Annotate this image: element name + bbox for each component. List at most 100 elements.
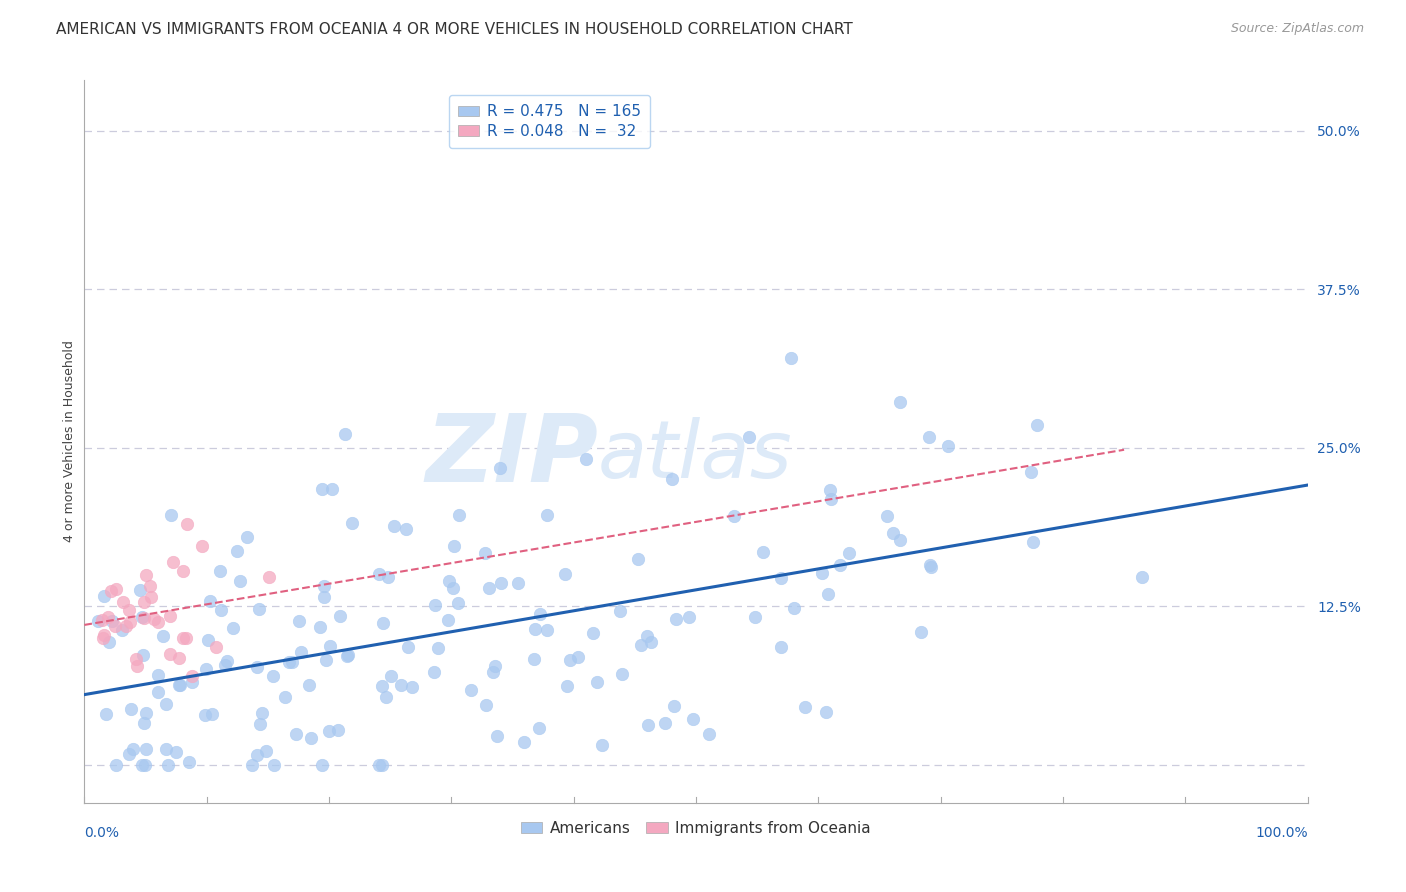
Point [125, 659, 148, 673]
Point [277, 655, 299, 669]
Point [134, 610, 156, 624]
Point [630, 638, 652, 652]
Point [167, 651, 190, 665]
Point [263, 757, 285, 772]
Point [142, 612, 165, 626]
Point [229, 574, 252, 588]
Point [160, 508, 183, 522]
Point [328, 608, 350, 623]
Point [486, 730, 509, 744]
Point [194, 708, 217, 723]
Point [682, 713, 704, 727]
Point [484, 659, 506, 673]
Point [371, 679, 394, 693]
Point [936, 440, 959, 454]
Point [318, 723, 340, 738]
Point [582, 625, 605, 640]
Point [121, 742, 143, 756]
Point [920, 559, 942, 574]
Point [441, 581, 464, 595]
Point [817, 587, 839, 601]
Point [508, 575, 530, 590]
Point [195, 662, 218, 676]
Point [172, 564, 194, 578]
Point [287, 614, 309, 628]
Point [1019, 465, 1042, 479]
Point [118, 747, 141, 761]
Point [536, 508, 558, 523]
Point [91, 613, 114, 627]
Point [512, 735, 534, 749]
Point [131, 757, 153, 772]
Point [889, 395, 911, 409]
Point [575, 452, 598, 467]
Point [446, 596, 468, 610]
Point [159, 647, 181, 661]
Point [118, 615, 141, 630]
Point [205, 640, 228, 654]
Point [437, 574, 460, 588]
Point [820, 483, 842, 497]
Point [167, 678, 190, 692]
Point [828, 558, 851, 573]
Point [1026, 417, 1049, 432]
Point [328, 723, 350, 737]
Point [152, 629, 174, 643]
Point [280, 655, 302, 669]
Point [443, 539, 465, 553]
Point [560, 653, 582, 667]
Point [380, 669, 402, 683]
Point [489, 461, 512, 475]
Point [478, 581, 501, 595]
Point [254, 744, 277, 758]
Point [91, 631, 114, 645]
Point [159, 609, 181, 624]
Point [567, 650, 589, 665]
Point [377, 570, 399, 584]
Point [591, 738, 613, 752]
Point [111, 623, 134, 637]
Point [132, 648, 155, 662]
Point [474, 698, 496, 713]
Point [609, 604, 631, 618]
Point [93, 590, 115, 604]
Point [148, 667, 170, 681]
Point [882, 526, 904, 541]
Point [460, 682, 482, 697]
Point [336, 649, 359, 664]
Point [481, 665, 503, 679]
Point [315, 653, 337, 667]
Point [585, 674, 607, 689]
Point [97, 610, 120, 624]
Point [246, 659, 269, 673]
Point [120, 702, 142, 716]
Point [654, 716, 676, 731]
Point [87, 614, 110, 628]
Point [93, 628, 115, 642]
Point [162, 555, 184, 569]
Point [249, 717, 271, 731]
Point [125, 652, 148, 666]
Point [437, 613, 460, 627]
Point [723, 509, 745, 524]
Point [101, 614, 124, 628]
Point [169, 678, 191, 692]
Point [697, 727, 720, 741]
Point [197, 632, 219, 647]
Point [910, 625, 932, 640]
Point [529, 607, 551, 621]
Point [139, 579, 162, 593]
Point [678, 610, 700, 624]
Point [180, 669, 202, 683]
Point [382, 518, 405, 533]
Point [104, 757, 127, 772]
Point [738, 430, 761, 444]
Point [314, 579, 336, 593]
Point [918, 558, 941, 573]
Point [155, 742, 177, 756]
Point [337, 648, 360, 662]
Point [97, 635, 120, 649]
Point [447, 508, 470, 522]
Point [665, 611, 688, 625]
Point [769, 570, 792, 584]
